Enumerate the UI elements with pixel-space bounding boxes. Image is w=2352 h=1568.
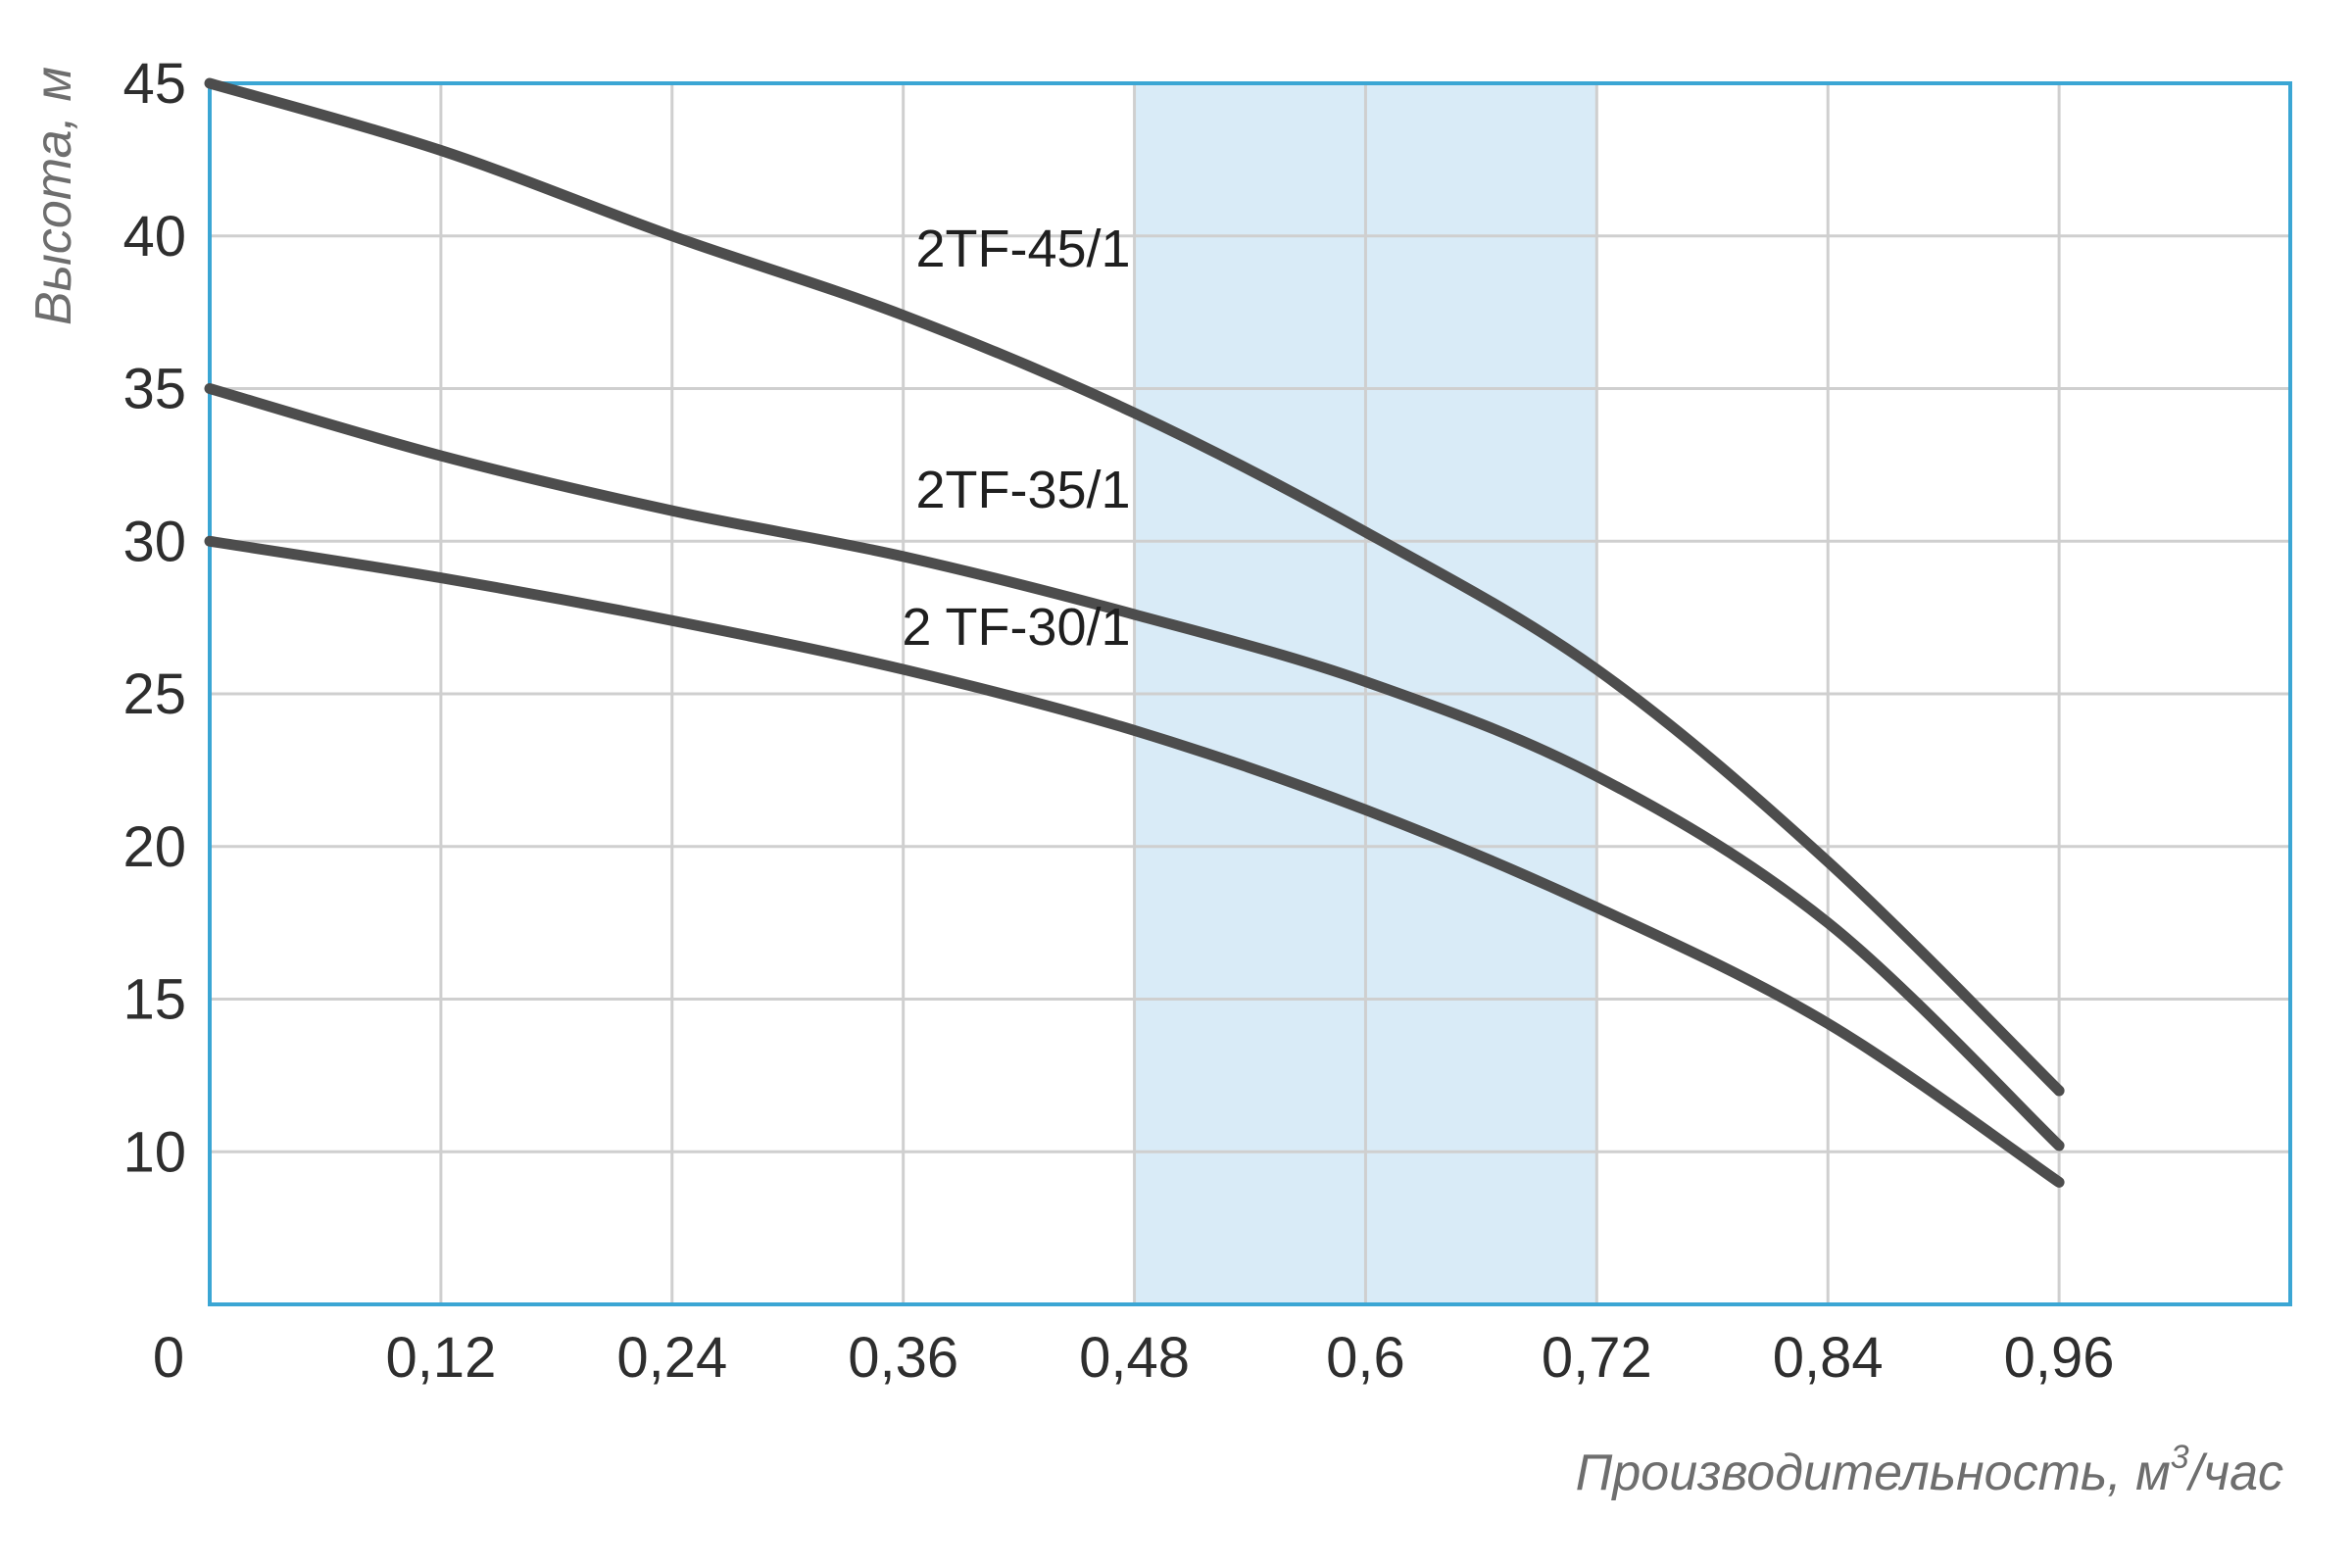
x-axis-title-superscript: 3 xyxy=(2171,1439,2189,1476)
series-label: 2TF-45/1 xyxy=(915,220,1130,278)
y-tick-labels: 10 15 20 25 30 35 40 45 xyxy=(122,52,186,1184)
y-tick-label: 40 xyxy=(122,205,186,269)
series-lines xyxy=(204,77,2065,1188)
x-tick-label: 0,12 xyxy=(385,1326,496,1390)
x-tick-label: 0,48 xyxy=(1079,1326,1190,1390)
series-label: 2 TF-30/1 xyxy=(902,598,1130,657)
x-axis-title-tail: /час xyxy=(2186,1445,2283,1501)
series-labels: 2TF-45/1 2TF-35/1 2 TF-30/1 xyxy=(902,220,1130,657)
x-axis-title-main: Производительность, м xyxy=(1576,1445,2171,1501)
y-tick-label: 20 xyxy=(122,815,186,879)
y-tick-label: 45 xyxy=(122,52,186,116)
x-tick-label: 0,24 xyxy=(616,1326,727,1390)
y-tick-label: 25 xyxy=(122,662,186,726)
y-tick-label: 35 xyxy=(122,358,186,421)
x-tick-label: 0,72 xyxy=(1542,1326,1652,1390)
series-line xyxy=(204,383,2065,1152)
series-line xyxy=(204,535,2065,1188)
y-axis-title: Высота, м xyxy=(25,67,82,325)
x-tick-label: 0,6 xyxy=(1326,1326,1405,1390)
x-tick-label: 0,96 xyxy=(2004,1326,2115,1390)
series-label: 2TF-35/1 xyxy=(915,461,1130,519)
y-tick-label: 10 xyxy=(122,1120,186,1184)
x-axis-title: Производительность, м3/час xyxy=(1576,1439,2283,1501)
x-tick-label: 0,84 xyxy=(1773,1326,1884,1390)
plot-frame xyxy=(208,81,2292,1306)
origin-label: 0 xyxy=(153,1326,184,1390)
x-tick-labels: 0,12 0,24 0,36 0,48 0,6 0,72 0,84 0,96 xyxy=(385,1326,2114,1390)
y-tick-label: 15 xyxy=(122,968,186,1032)
series-line xyxy=(204,77,2065,1097)
x-tick-label: 0,36 xyxy=(848,1326,958,1390)
y-tick-label: 30 xyxy=(122,510,186,573)
